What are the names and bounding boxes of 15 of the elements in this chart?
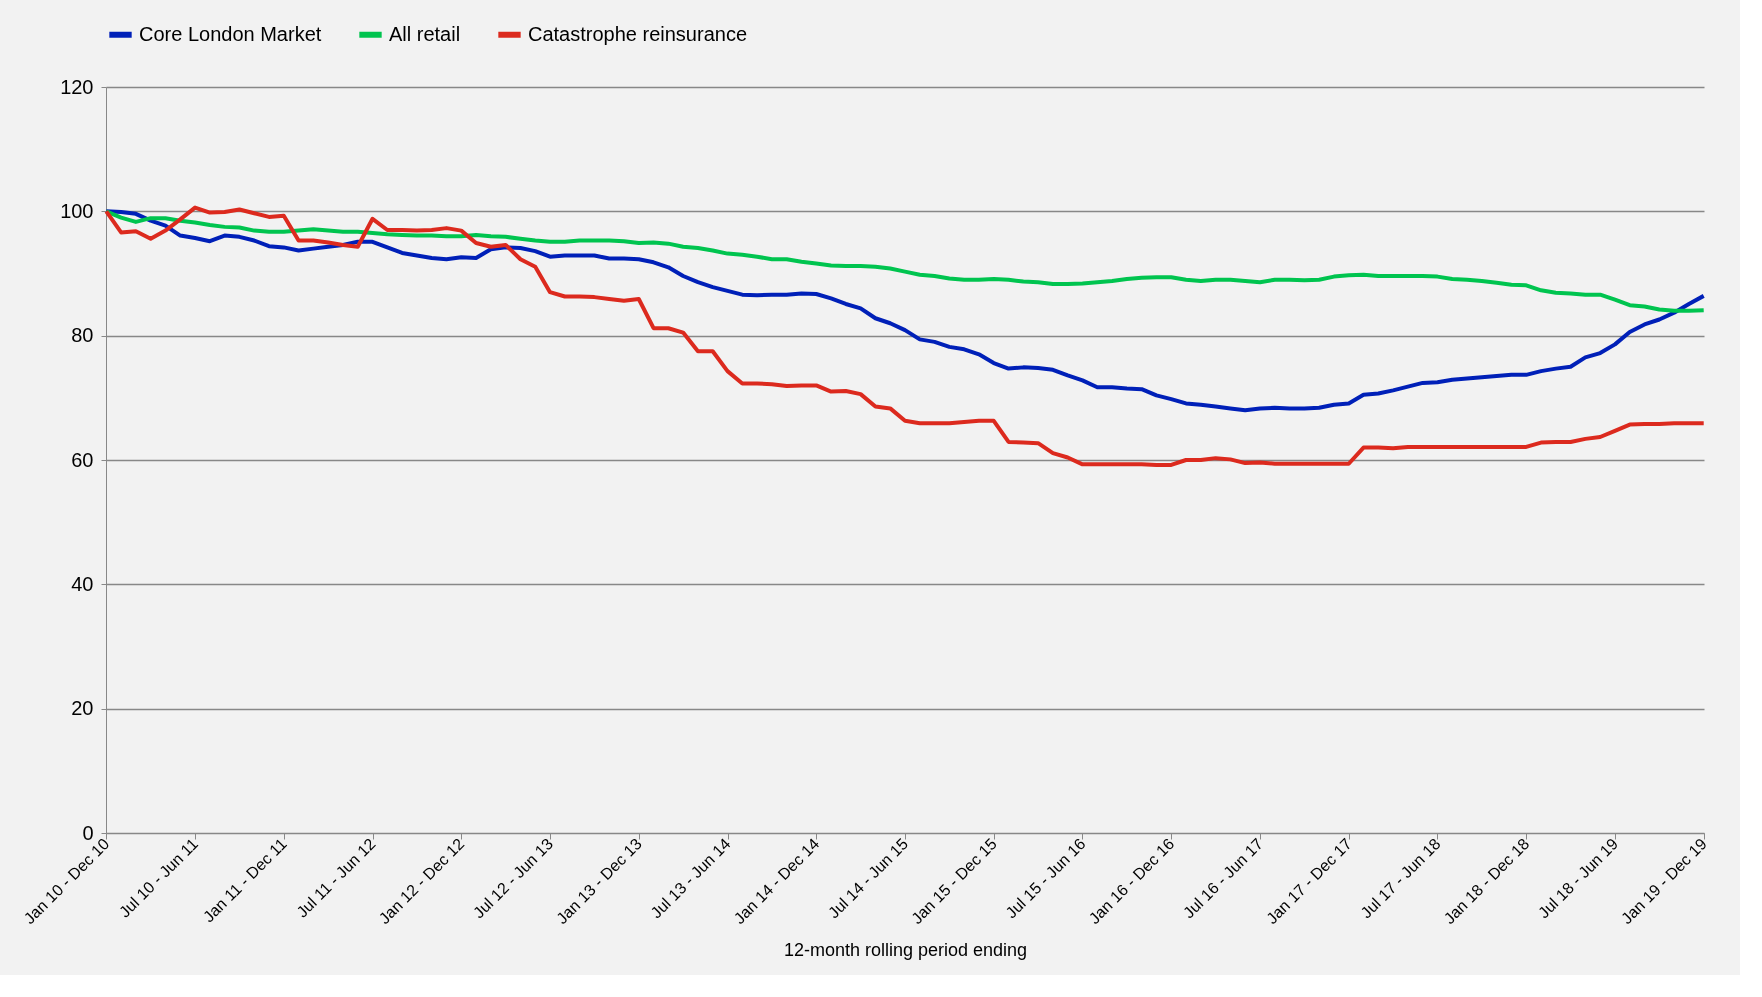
x-tick-label: Jul 10 - Jun 11 (115, 835, 202, 921)
legend-label: Catastrophe reinsurance (528, 22, 748, 45)
x-tick-label: Jan 11 - Dec 11 (199, 835, 291, 926)
y-tick-label: 20 (71, 697, 94, 720)
y-tick-label: 60 (71, 448, 94, 471)
y-tick-label: 100 (60, 199, 94, 222)
y-tick-label: 80 (71, 324, 94, 347)
line-series (104, 209, 1706, 413)
x-axis-title: 12-month rolling period ending (783, 940, 1028, 961)
y-tick-label: 120 (60, 75, 94, 98)
y-tick-label: 40 (71, 572, 94, 595)
y-tick-label: 0 (82, 821, 94, 844)
legend-label: All retail (389, 22, 461, 45)
line-series (104, 205, 1706, 467)
legend-label: Core London Market (139, 22, 322, 45)
